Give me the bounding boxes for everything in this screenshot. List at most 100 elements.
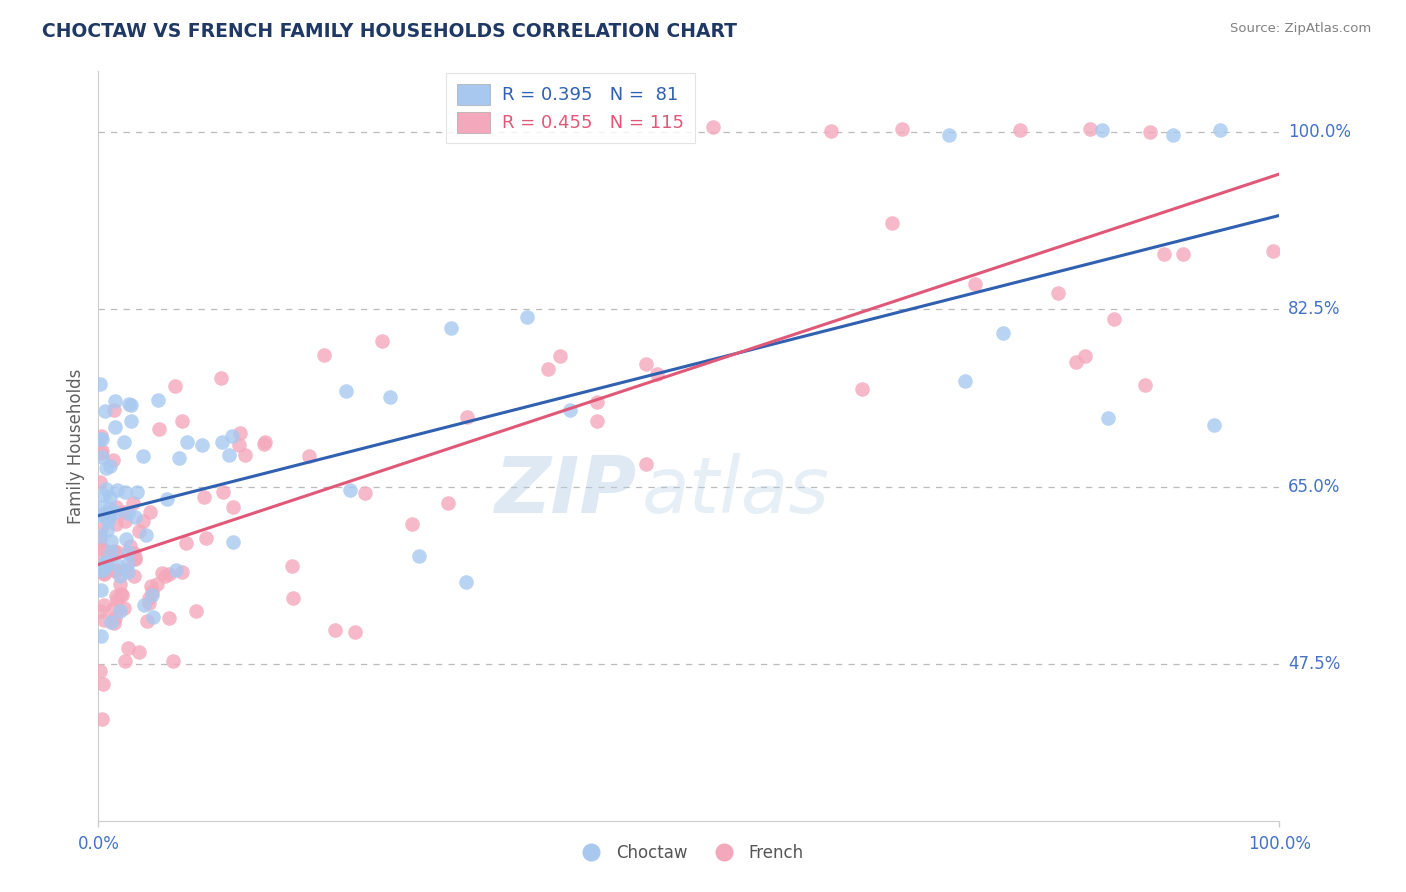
Point bbox=[1097, 410, 1119, 425]
Point bbox=[440, 321, 463, 335]
Point bbox=[104, 564, 127, 578]
Point bbox=[93, 562, 115, 576]
Point bbox=[117, 640, 139, 655]
Point bbox=[124, 552, 146, 566]
Point bbox=[645, 367, 668, 381]
Point bbox=[105, 500, 128, 515]
Point bbox=[456, 409, 478, 424]
Point bbox=[155, 569, 177, 583]
Point bbox=[93, 566, 115, 580]
Point bbox=[105, 517, 128, 532]
Point bbox=[142, 610, 165, 624]
Point bbox=[1133, 377, 1156, 392]
Point bbox=[93, 598, 115, 612]
Point bbox=[150, 566, 173, 581]
Point bbox=[89, 563, 111, 577]
Point bbox=[138, 591, 160, 606]
Point bbox=[104, 505, 127, 519]
Legend: Choctaw, French: Choctaw, French bbox=[567, 838, 811, 869]
Point bbox=[516, 310, 538, 325]
Point bbox=[585, 395, 607, 409]
Point bbox=[90, 429, 112, 443]
Point bbox=[339, 483, 361, 497]
Point bbox=[114, 485, 136, 500]
Point bbox=[90, 541, 112, 555]
Point bbox=[90, 444, 112, 458]
Point bbox=[114, 654, 136, 668]
Point bbox=[104, 611, 127, 625]
Point bbox=[281, 559, 304, 574]
Point bbox=[110, 569, 132, 583]
Point bbox=[335, 384, 357, 399]
Text: Source: ZipAtlas.com: Source: ZipAtlas.com bbox=[1230, 22, 1371, 36]
Point bbox=[91, 450, 114, 464]
Point bbox=[138, 596, 160, 610]
Point bbox=[1139, 125, 1161, 139]
Point bbox=[100, 533, 122, 548]
Point bbox=[221, 429, 243, 443]
Text: 100.0%: 100.0% bbox=[1288, 123, 1351, 141]
Point bbox=[314, 348, 336, 362]
Point bbox=[115, 532, 138, 546]
Text: ZIP: ZIP bbox=[494, 453, 636, 529]
Point bbox=[91, 712, 114, 726]
Point bbox=[105, 592, 128, 607]
Point bbox=[100, 458, 122, 473]
Point bbox=[146, 392, 169, 407]
Point bbox=[110, 577, 132, 591]
Point bbox=[94, 403, 117, 417]
Point bbox=[117, 545, 139, 559]
Point bbox=[89, 529, 111, 543]
Point bbox=[105, 545, 128, 559]
Point bbox=[94, 506, 117, 520]
Point bbox=[90, 508, 112, 523]
Point bbox=[353, 485, 375, 500]
Point bbox=[323, 623, 346, 637]
Point bbox=[851, 382, 873, 396]
Point bbox=[89, 377, 111, 392]
Point bbox=[141, 585, 163, 599]
Point bbox=[104, 394, 127, 409]
Y-axis label: Family Households: Family Households bbox=[66, 368, 84, 524]
Point bbox=[96, 524, 118, 538]
Text: atlas: atlas bbox=[641, 453, 830, 529]
Point bbox=[209, 371, 232, 385]
Point bbox=[378, 390, 401, 404]
Point bbox=[702, 120, 724, 134]
Point bbox=[1008, 123, 1031, 137]
Point bbox=[105, 558, 128, 572]
Point bbox=[117, 506, 139, 520]
Point bbox=[89, 500, 111, 514]
Point bbox=[172, 565, 194, 579]
Point bbox=[100, 545, 122, 559]
Point bbox=[228, 438, 250, 452]
Point bbox=[343, 624, 366, 639]
Point bbox=[112, 434, 135, 449]
Point bbox=[401, 517, 423, 532]
Point bbox=[97, 514, 120, 528]
Point bbox=[222, 500, 245, 514]
Point bbox=[193, 490, 215, 504]
Point bbox=[98, 500, 121, 515]
Point bbox=[186, 604, 208, 618]
Point bbox=[103, 544, 125, 558]
Point bbox=[437, 496, 460, 510]
Point bbox=[120, 414, 142, 428]
Point bbox=[120, 539, 142, 553]
Point bbox=[548, 349, 571, 363]
Point bbox=[97, 506, 120, 520]
Point bbox=[94, 555, 117, 569]
Point bbox=[122, 550, 145, 565]
Point bbox=[96, 482, 118, 496]
Point bbox=[146, 576, 169, 591]
Point bbox=[254, 434, 277, 449]
Point bbox=[117, 566, 139, 580]
Point bbox=[103, 615, 125, 630]
Point bbox=[634, 357, 657, 371]
Point bbox=[89, 533, 111, 547]
Point bbox=[965, 277, 987, 291]
Point bbox=[93, 613, 115, 627]
Point bbox=[820, 124, 842, 138]
Point bbox=[110, 587, 132, 601]
Point bbox=[132, 515, 155, 529]
